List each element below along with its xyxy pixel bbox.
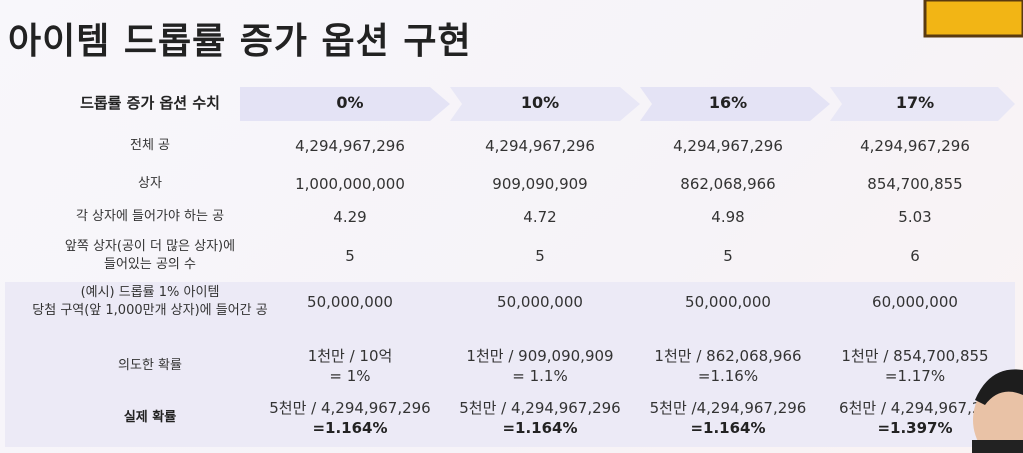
label-line: 상자 bbox=[138, 176, 162, 191]
cell: 5천만 / 4,294,967,296 =1.164% bbox=[459, 398, 620, 438]
cell-line: 5 bbox=[535, 247, 545, 265]
cell: 5 bbox=[345, 246, 355, 266]
cell-line: 60,000,000 bbox=[872, 293, 958, 311]
cell: 4,294,967,296 bbox=[485, 136, 595, 156]
row-label: 전체 공 bbox=[130, 137, 170, 155]
column-header: 17% bbox=[895, 93, 935, 112]
cell: 5 bbox=[535, 246, 545, 266]
cell-line: 5 bbox=[345, 247, 355, 265]
cell-line: 5천만 /4,294,967,296 bbox=[649, 399, 807, 417]
label-line: 전체 공 bbox=[129, 138, 171, 153]
cell-line: 5 bbox=[723, 247, 733, 265]
title: 아이템 드롭률 증가 옵션 구현 bbox=[8, 21, 472, 62]
cell-line: 5.03 bbox=[898, 208, 932, 226]
cell-line: 4,294,967,296 bbox=[673, 137, 783, 155]
column-header: 0% bbox=[336, 93, 364, 112]
label-line: 실제 확률 bbox=[123, 410, 177, 425]
cell: 4,294,967,296 bbox=[860, 136, 970, 156]
label-line: 들어있는 공의 수 bbox=[103, 257, 196, 272]
cell-line: 1천만 / 862,068,966 bbox=[654, 347, 802, 365]
cell: 60,000,000 bbox=[872, 292, 958, 312]
cell-line: 50,000,000 bbox=[685, 293, 771, 311]
cell: 4,294,967,296 bbox=[295, 136, 405, 156]
cell-line: 854,700,855 bbox=[867, 175, 963, 193]
cell: 4,294,967,296 bbox=[673, 136, 783, 156]
cell: 50,000,000 bbox=[307, 292, 393, 312]
cell: 5천만 / 4,294,967,296 =1.164% bbox=[269, 398, 430, 438]
cell-line: 1천만 / 909,090,909 bbox=[466, 347, 614, 365]
label-line: 각 상자에 들어가야 하는 공 bbox=[75, 209, 225, 224]
label-line: 앞쪽 상자(공이 더 많은 상자)에 bbox=[64, 239, 236, 254]
row-label: 상자 bbox=[138, 175, 162, 193]
cell: 4.29 bbox=[333, 207, 366, 227]
cell: 862,068,966 bbox=[680, 174, 775, 194]
cell: 6천만 / 4,294,967,29 =1.397% bbox=[839, 398, 991, 438]
cell: 5천만 /4,294,967,296 =1.164% bbox=[650, 398, 807, 438]
label-line: (예시) 드롭률 1% 아이템 bbox=[80, 285, 220, 300]
column-header: 10% bbox=[520, 93, 560, 112]
cell-line: 50,000,000 bbox=[307, 293, 393, 311]
row-label: 실제 확률 bbox=[124, 409, 176, 427]
cell: 50,000,000 bbox=[685, 292, 771, 312]
cell: 909,090,909 bbox=[492, 174, 587, 194]
cell: 50,000,000 bbox=[497, 292, 583, 312]
cell-line: 4.98 bbox=[711, 208, 745, 226]
cell-line: 1천만 / 854,700,855 bbox=[841, 347, 989, 365]
label-line: 당첨 구역(앞 1,000만개 상자)에 들어간 공 bbox=[32, 303, 268, 318]
cell-line: =1.397% bbox=[877, 419, 953, 437]
cell-line: =1.164% bbox=[502, 419, 578, 437]
cell-line: 4,294,967,296 bbox=[295, 137, 405, 155]
cell-line: =1.17% bbox=[884, 367, 946, 385]
cell-line: 862,068,966 bbox=[680, 175, 776, 193]
column-header: 16% bbox=[708, 93, 748, 112]
cell: 5.03 bbox=[898, 207, 931, 227]
cell-line: 6천만 / 4,294,967,29 bbox=[839, 399, 991, 417]
cell: 4.72 bbox=[523, 207, 556, 227]
cell: 1천만 / 10억 = 1% bbox=[308, 346, 393, 386]
cell-line: = 1.1% bbox=[512, 367, 568, 385]
cell: 5 bbox=[723, 246, 733, 266]
cell: 1천만 / 909,090,909 = 1.1% bbox=[466, 346, 613, 386]
header-chevron bbox=[830, 87, 1015, 121]
cell-line: =1.164% bbox=[690, 419, 766, 437]
header-chevron bbox=[240, 87, 450, 121]
cell-line: 1천만 / 10억 bbox=[307, 347, 393, 365]
header-label: 드롭률 증가 옵션 수치 bbox=[80, 94, 220, 112]
highlight-band bbox=[5, 282, 1015, 447]
cell: 6 bbox=[910, 246, 920, 266]
cell-line: 4.29 bbox=[333, 208, 367, 226]
row-label: 의도한 확률 bbox=[118, 357, 182, 375]
cell-line: 4,294,967,296 bbox=[860, 137, 970, 155]
cell-line: 1,000,000,000 bbox=[295, 175, 405, 193]
cell-line: =1.16% bbox=[697, 367, 759, 385]
cell-line: =1.164% bbox=[312, 419, 388, 437]
cell-line: = 1% bbox=[329, 367, 371, 385]
cell-line: 4.72 bbox=[523, 208, 557, 226]
cell-line: 5천만 / 4,294,967,296 bbox=[459, 399, 621, 417]
cell: 1천만 / 854,700,855 =1.17% bbox=[841, 346, 988, 386]
header-chevron bbox=[640, 87, 830, 121]
cell-line: 909,090,909 bbox=[492, 175, 588, 193]
cell: 1,000,000,000 bbox=[295, 174, 405, 194]
row-label: 각 상자에 들어가야 하는 공 bbox=[76, 208, 224, 226]
cell-line: 50,000,000 bbox=[497, 293, 583, 311]
label-line: 의도한 확률 bbox=[118, 358, 182, 373]
cell: 4.98 bbox=[711, 207, 744, 227]
cell-line: 4,294,967,296 bbox=[485, 137, 595, 155]
cell: 854,700,855 bbox=[867, 174, 962, 194]
cell-line: 6 bbox=[910, 247, 920, 265]
cell-line: 5천만 / 4,294,967,296 bbox=[269, 399, 431, 417]
logo bbox=[923, 0, 1023, 38]
cell: 1천만 / 862,068,966 =1.16% bbox=[654, 346, 801, 386]
header-chevron bbox=[450, 87, 640, 121]
